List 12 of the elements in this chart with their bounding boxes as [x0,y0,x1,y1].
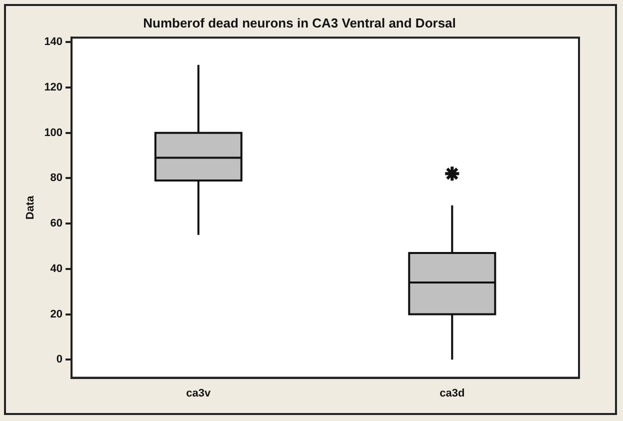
chart-title: Numberof dead neurons in CA3 Ventral and Dorsal [143,15,456,30]
y-tick-label: 40 [50,262,63,275]
y-tick-label: 80 [50,172,63,184]
x-tick-label: ca3d [440,387,465,400]
y-axis-title: Data [24,194,37,220]
y-tick-label: 0 [56,354,63,366]
y-tick-label: 100 [44,126,63,139]
x-tick-label: ca3v [186,387,212,400]
y-tick-label: 20 [50,308,63,320]
y-tick-label: 120 [44,82,63,94]
y-tick-label: 60 [50,218,63,230]
y-tick-label: 140 [44,36,63,48]
